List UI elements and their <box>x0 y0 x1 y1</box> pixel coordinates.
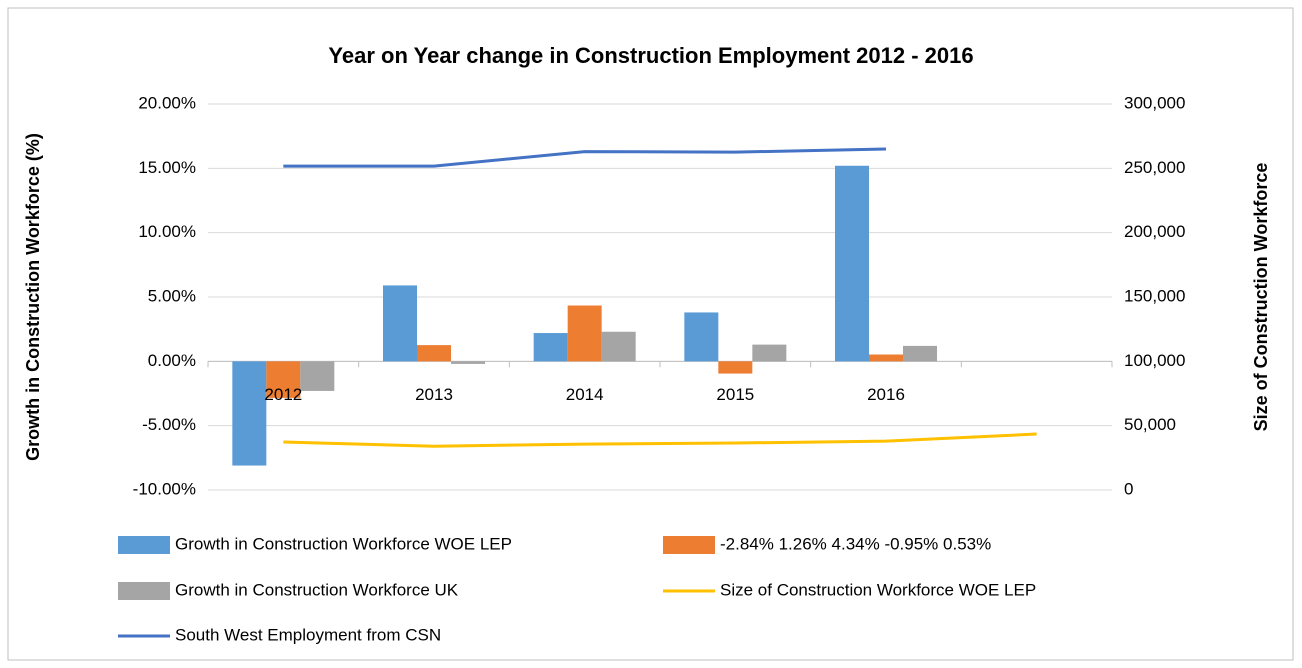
bar <box>451 361 485 364</box>
x-tick-label: 2012 <box>264 385 302 404</box>
x-tick-label: 2015 <box>716 385 754 404</box>
legend-label: Growth in Construction Workforce UK <box>175 580 459 599</box>
x-tick-label: 2014 <box>566 385 604 404</box>
bar <box>232 361 267 466</box>
bar <box>718 361 753 374</box>
y-tick-label: -5.00% <box>142 415 196 434</box>
y-axis-title: Growth in Construction Workforce (%) <box>23 133 43 461</box>
bar <box>903 345 937 362</box>
bar <box>533 333 568 362</box>
line-series <box>283 432 1037 448</box>
y-tick-label: 20.00% <box>138 93 196 112</box>
bar <box>300 361 335 391</box>
y2-tick-label: 0 <box>1124 479 1133 498</box>
bar <box>417 345 451 362</box>
line-series <box>283 147 887 168</box>
legend-label: South West Employment from CSN <box>175 625 441 644</box>
bar <box>684 312 719 362</box>
bar <box>266 361 301 398</box>
legend-swatch <box>118 582 170 600</box>
y2-tick-label: 300,000 <box>1124 93 1185 112</box>
y2-tick-label: 50,000 <box>1124 415 1176 434</box>
y-tick-label: 15.00% <box>138 158 196 177</box>
legend-swatch <box>663 536 715 554</box>
y-tick-label: 0.00% <box>148 351 196 370</box>
y-tick-label: -10.00% <box>133 479 196 498</box>
chart-title: Year on Year change in Construction Empl… <box>328 43 973 68</box>
bar <box>383 285 417 362</box>
y2-tick-label: 100,000 <box>1124 351 1185 370</box>
legend-label: Size of Construction Workforce WOE LEP <box>720 580 1036 599</box>
y2-tick-label: 200,000 <box>1124 222 1185 241</box>
bar <box>752 344 787 362</box>
x-tick-label: 2016 <box>867 385 905 404</box>
bar <box>835 165 869 362</box>
legend-label: Growth in Construction Workforce WOE LEP <box>175 534 512 553</box>
y2-tick-label: 150,000 <box>1124 286 1185 305</box>
y2-tick-label: 250,000 <box>1124 158 1185 177</box>
bar <box>567 305 602 362</box>
legend-label: -2.84% 1.26% 4.34% -0.95% 0.53% <box>720 534 991 553</box>
y-tick-label: 5.00% <box>148 286 196 305</box>
chart-border <box>7 7 1294 661</box>
bar <box>601 331 636 362</box>
x-tick-label: 2013 <box>415 385 453 404</box>
legend-swatch <box>118 536 170 554</box>
y-tick-label: 10.00% <box>138 222 196 241</box>
bar <box>869 354 903 362</box>
y2-axis-title: Size of Construction Workforce <box>1251 163 1271 432</box>
